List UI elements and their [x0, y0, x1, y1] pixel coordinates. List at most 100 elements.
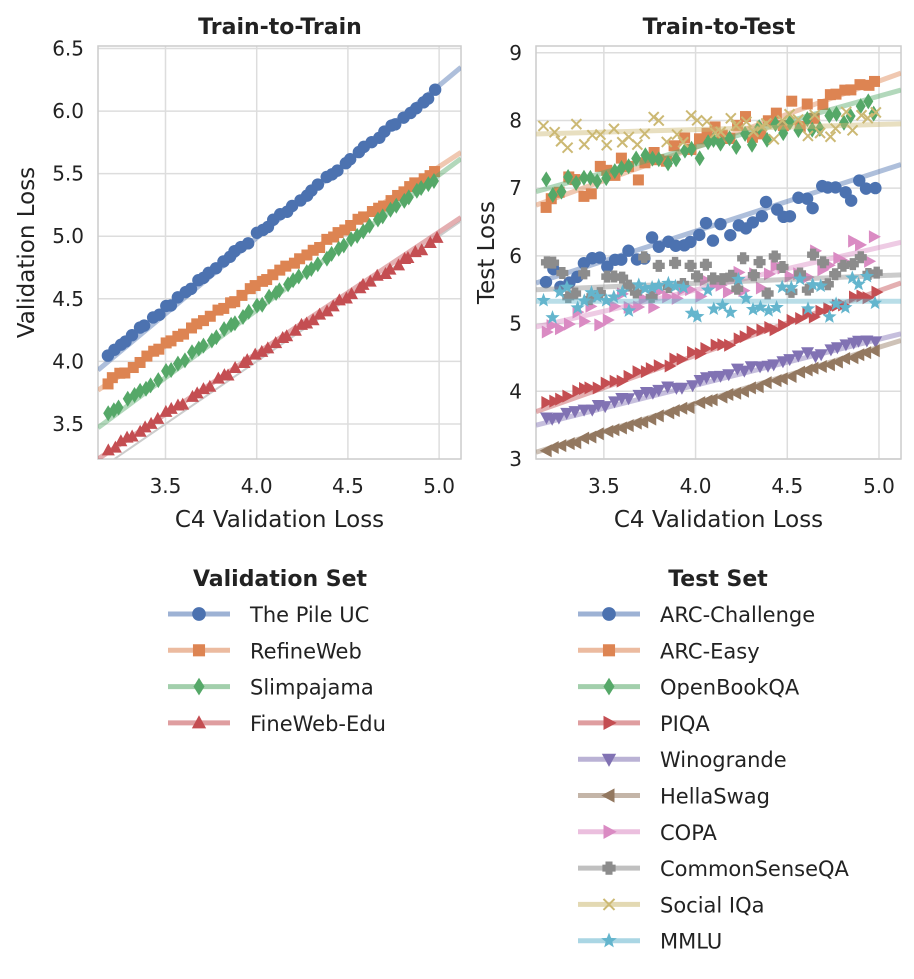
data-point — [870, 106, 882, 119]
data-point — [784, 280, 799, 294]
data-point — [693, 396, 706, 410]
data-point — [731, 282, 744, 295]
data-point — [830, 88, 842, 100]
series-slimpajama — [98, 156, 461, 430]
data-point — [855, 238, 868, 252]
series-piqa — [536, 280, 901, 414]
data-point — [577, 404, 591, 417]
data-point — [389, 118, 402, 131]
data-point — [700, 394, 713, 408]
data-point — [695, 289, 708, 303]
data-point — [709, 121, 721, 133]
data-point — [737, 252, 750, 265]
data-point — [600, 376, 613, 390]
data-point — [862, 112, 874, 124]
data-point — [687, 345, 700, 359]
x-tick-label: 3.5 — [150, 474, 182, 498]
data-point — [724, 338, 737, 352]
data-point — [706, 301, 721, 315]
data-point — [675, 382, 689, 395]
data-point — [631, 277, 646, 291]
data-point — [862, 291, 875, 305]
data-point — [645, 231, 659, 244]
data-point — [755, 281, 768, 295]
data-point — [311, 178, 325, 191]
data-point — [204, 310, 216, 322]
data-point — [125, 429, 139, 442]
legend-marker — [603, 715, 617, 731]
data-point — [845, 270, 860, 284]
data-point — [813, 278, 828, 293]
data-point — [629, 416, 642, 430]
data-point — [786, 313, 799, 327]
data-point — [314, 242, 326, 254]
data-point — [839, 84, 851, 96]
data-point — [211, 371, 225, 384]
y-tick-label: 3.5 — [52, 412, 84, 436]
data-point — [141, 350, 153, 362]
data-point — [644, 280, 660, 294]
data-point — [578, 190, 590, 202]
data-point — [301, 249, 313, 261]
data-point — [846, 258, 859, 271]
data-point — [746, 131, 758, 143]
data-point — [867, 344, 880, 358]
data-point — [326, 245, 337, 262]
data-point — [593, 251, 606, 264]
data-point — [845, 84, 857, 96]
legend-label: ARC-Easy — [660, 639, 760, 663]
data-point — [197, 315, 209, 327]
data-point — [356, 277, 370, 290]
data-point — [536, 292, 551, 307]
data-point — [218, 302, 230, 314]
y-tick-label: 5.0 — [52, 224, 84, 248]
x-tick-label: 3.5 — [588, 474, 620, 498]
legend-title: Test Set — [668, 567, 768, 592]
data-point — [747, 269, 760, 282]
data-point — [701, 115, 713, 128]
data-point — [783, 108, 796, 120]
data-point — [339, 224, 351, 236]
data-point — [661, 275, 676, 290]
data-point — [769, 300, 784, 314]
data-point — [190, 386, 204, 399]
data-point — [391, 197, 402, 214]
data-point — [746, 325, 759, 339]
data-point — [814, 360, 827, 374]
plot-area — [98, 65, 461, 459]
x-tick-label: 5.0 — [863, 474, 895, 498]
data-point — [699, 372, 713, 385]
data-point — [541, 325, 554, 339]
data-point — [863, 93, 874, 110]
data-point — [699, 216, 713, 230]
data-point — [740, 125, 751, 142]
data-point — [571, 174, 582, 191]
legend-title: Validation Set — [193, 567, 368, 592]
data-point — [570, 118, 583, 130]
data-point — [855, 109, 868, 121]
y-tick-label: 6 — [509, 244, 522, 268]
data-point — [383, 262, 397, 275]
legend-item-winogrande: Winogrande — [578, 748, 787, 772]
data-point — [568, 406, 582, 419]
data-point — [584, 381, 597, 395]
data-point — [607, 423, 620, 437]
data-point — [561, 141, 574, 154]
data-point — [638, 281, 653, 295]
data-point — [677, 136, 689, 148]
data-point — [686, 380, 700, 393]
data-point — [569, 287, 582, 300]
data-point — [795, 312, 808, 326]
data-point — [629, 286, 642, 299]
data-point — [802, 111, 813, 128]
data-point — [364, 217, 375, 234]
data-point — [808, 112, 820, 124]
legend-marker — [603, 824, 617, 839]
data-point — [715, 297, 730, 312]
y-tick-label: 7 — [509, 176, 522, 200]
data-point — [722, 285, 735, 299]
data-point — [138, 420, 152, 433]
legend-label: HellaSwag — [660, 785, 770, 809]
data-point — [577, 431, 590, 445]
